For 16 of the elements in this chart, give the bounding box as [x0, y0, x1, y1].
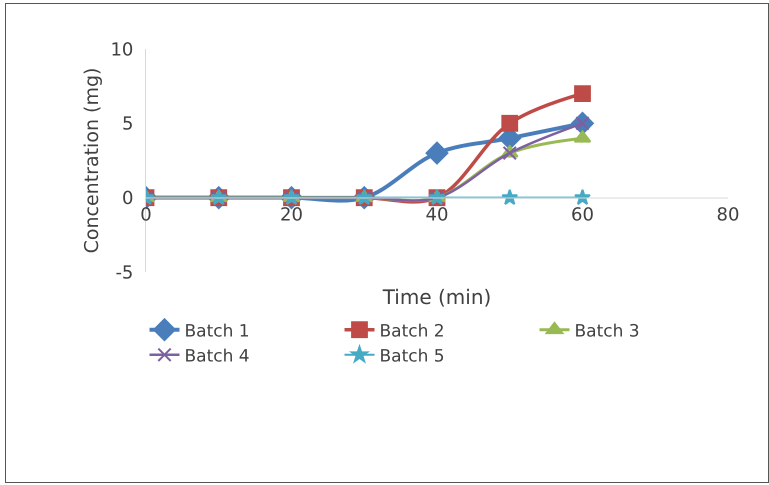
legend-label: Batch 4 — [184, 346, 250, 366]
y-tick-label: -5 — [115, 262, 134, 284]
x-tick-label: 40 — [426, 204, 448, 226]
legend-label: Batch 5 — [380, 346, 445, 366]
x-tick-label: 20 — [280, 204, 303, 226]
x-tick-label: 80 — [716, 204, 740, 226]
y-tick-label: 10 — [110, 39, 134, 60]
y-tick-label: 5 — [122, 114, 134, 135]
x-tick-label: 0 — [140, 204, 152, 226]
legend-label: Batch 2 — [380, 321, 445, 342]
legend-label: Batch 3 — [574, 321, 640, 342]
x-axis-title: Time (min) — [382, 284, 492, 309]
y-tick-label: 0 — [122, 188, 134, 209]
x-tick-label: 60 — [571, 204, 594, 226]
legend-label: Batch 1 — [184, 321, 250, 342]
y-axis-title: Concentration (mg) — [81, 68, 103, 254]
